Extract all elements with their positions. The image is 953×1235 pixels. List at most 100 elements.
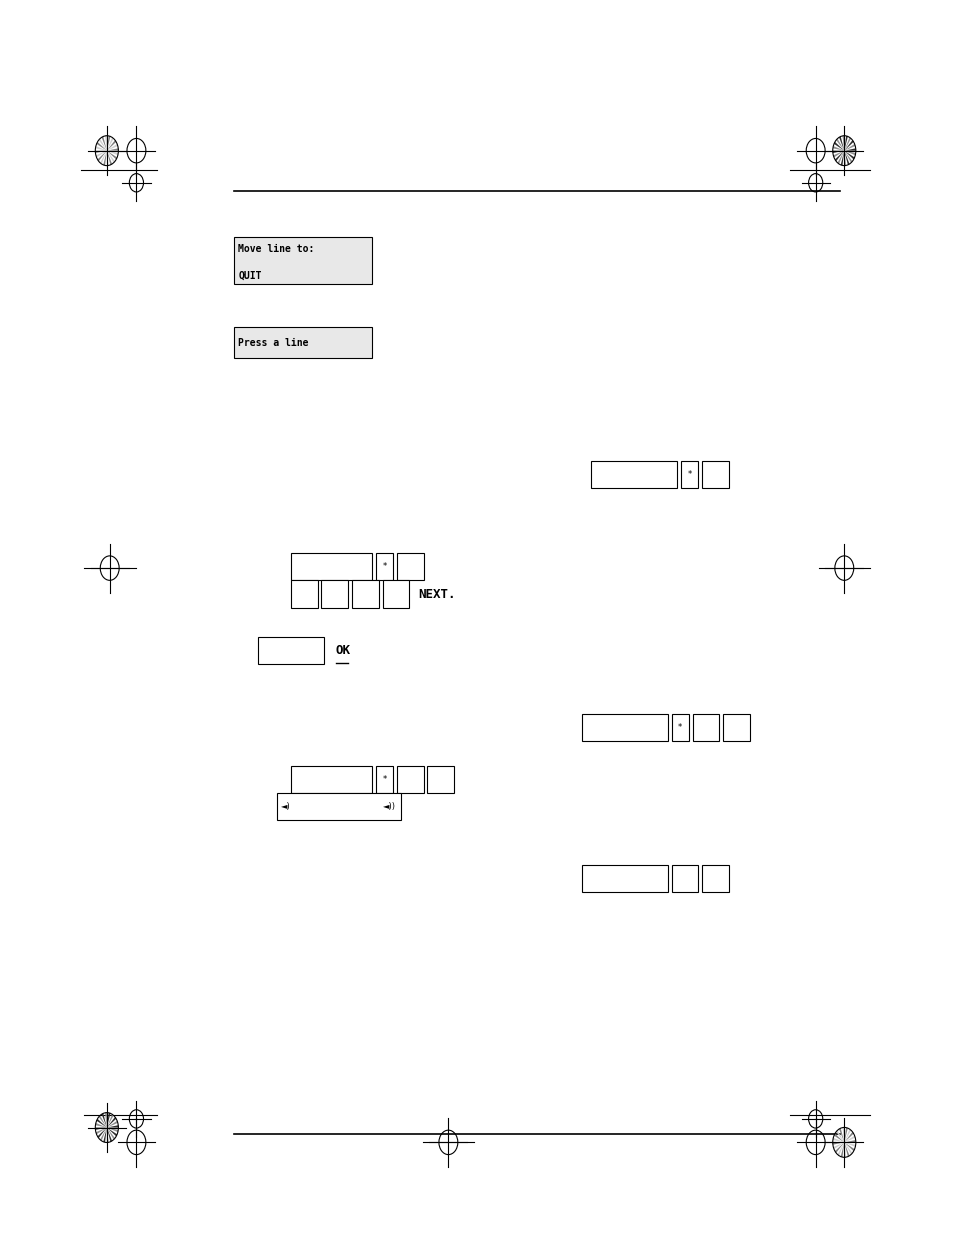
Wedge shape <box>96 1119 107 1128</box>
FancyBboxPatch shape <box>291 766 372 793</box>
Wedge shape <box>832 1137 843 1142</box>
FancyBboxPatch shape <box>382 580 409 608</box>
Wedge shape <box>834 151 843 162</box>
Wedge shape <box>105 136 107 151</box>
Wedge shape <box>834 1142 843 1153</box>
Wedge shape <box>102 136 107 151</box>
Wedge shape <box>843 140 853 151</box>
Text: OK: OK <box>335 645 351 657</box>
Wedge shape <box>107 148 118 151</box>
Wedge shape <box>835 1130 843 1142</box>
Wedge shape <box>843 148 855 151</box>
Text: Press a line: Press a line <box>238 337 309 348</box>
Wedge shape <box>833 1134 843 1142</box>
Wedge shape <box>843 1128 847 1142</box>
Text: ◄)): ◄)) <box>382 802 395 811</box>
Wedge shape <box>95 1128 107 1134</box>
Text: *: * <box>382 774 386 784</box>
FancyBboxPatch shape <box>427 766 454 793</box>
FancyBboxPatch shape <box>692 714 719 741</box>
FancyBboxPatch shape <box>680 461 698 488</box>
Wedge shape <box>843 1142 845 1157</box>
Wedge shape <box>843 151 852 163</box>
Wedge shape <box>835 138 843 151</box>
Wedge shape <box>843 1136 855 1142</box>
Wedge shape <box>843 1131 853 1142</box>
FancyBboxPatch shape <box>291 580 317 608</box>
Wedge shape <box>107 136 111 151</box>
Wedge shape <box>107 1125 118 1128</box>
Wedge shape <box>843 151 845 165</box>
Wedge shape <box>840 1142 843 1157</box>
Text: Move line to:: Move line to: <box>238 245 314 254</box>
Wedge shape <box>107 1113 111 1128</box>
Wedge shape <box>841 1128 843 1142</box>
Wedge shape <box>843 1142 854 1151</box>
Wedge shape <box>107 137 113 151</box>
Wedge shape <box>103 1128 107 1142</box>
FancyBboxPatch shape <box>257 637 324 664</box>
Wedge shape <box>843 1142 852 1155</box>
Wedge shape <box>98 138 107 151</box>
Text: *: * <box>687 469 691 479</box>
FancyBboxPatch shape <box>233 327 372 358</box>
FancyBboxPatch shape <box>671 864 698 892</box>
Wedge shape <box>107 144 118 151</box>
Text: QUIT: QUIT <box>238 270 262 280</box>
Wedge shape <box>843 1142 848 1157</box>
Wedge shape <box>105 1113 107 1128</box>
Wedge shape <box>107 140 116 151</box>
Wedge shape <box>107 1128 118 1132</box>
Wedge shape <box>95 151 107 153</box>
Text: *: * <box>382 562 386 572</box>
FancyBboxPatch shape <box>321 580 348 608</box>
FancyBboxPatch shape <box>701 461 728 488</box>
Wedge shape <box>103 151 107 165</box>
Wedge shape <box>107 151 112 165</box>
Text: ◄): ◄) <box>281 802 291 811</box>
Wedge shape <box>840 151 843 165</box>
Wedge shape <box>841 136 843 151</box>
Wedge shape <box>837 1142 843 1156</box>
Wedge shape <box>95 1123 107 1128</box>
Text: NEXT.: NEXT. <box>417 588 455 600</box>
FancyBboxPatch shape <box>291 553 372 580</box>
FancyBboxPatch shape <box>591 461 677 488</box>
Wedge shape <box>839 136 843 151</box>
Wedge shape <box>107 1128 112 1142</box>
Wedge shape <box>832 146 843 151</box>
FancyBboxPatch shape <box>722 714 749 741</box>
Wedge shape <box>107 1128 115 1140</box>
FancyBboxPatch shape <box>581 864 667 892</box>
Wedge shape <box>97 151 107 162</box>
Wedge shape <box>107 1121 118 1128</box>
FancyBboxPatch shape <box>352 580 378 608</box>
Wedge shape <box>107 151 118 156</box>
Wedge shape <box>95 151 107 157</box>
Wedge shape <box>98 1115 107 1128</box>
Wedge shape <box>843 151 848 165</box>
Wedge shape <box>843 1140 855 1142</box>
FancyBboxPatch shape <box>233 237 372 284</box>
FancyBboxPatch shape <box>375 553 393 580</box>
Wedge shape <box>96 142 107 151</box>
Wedge shape <box>843 136 847 151</box>
Wedge shape <box>832 151 843 153</box>
Wedge shape <box>107 1128 109 1142</box>
Wedge shape <box>843 151 855 156</box>
Wedge shape <box>843 1129 850 1142</box>
FancyBboxPatch shape <box>375 766 393 793</box>
Wedge shape <box>843 137 850 151</box>
Wedge shape <box>100 1128 107 1141</box>
FancyBboxPatch shape <box>396 553 423 580</box>
Wedge shape <box>843 144 855 151</box>
FancyBboxPatch shape <box>396 766 423 793</box>
Wedge shape <box>832 151 843 157</box>
Wedge shape <box>95 1128 107 1130</box>
Wedge shape <box>839 1128 843 1142</box>
Wedge shape <box>102 1113 107 1128</box>
Wedge shape <box>107 1114 113 1128</box>
FancyBboxPatch shape <box>276 793 400 820</box>
Wedge shape <box>107 1116 116 1128</box>
Wedge shape <box>95 146 107 151</box>
